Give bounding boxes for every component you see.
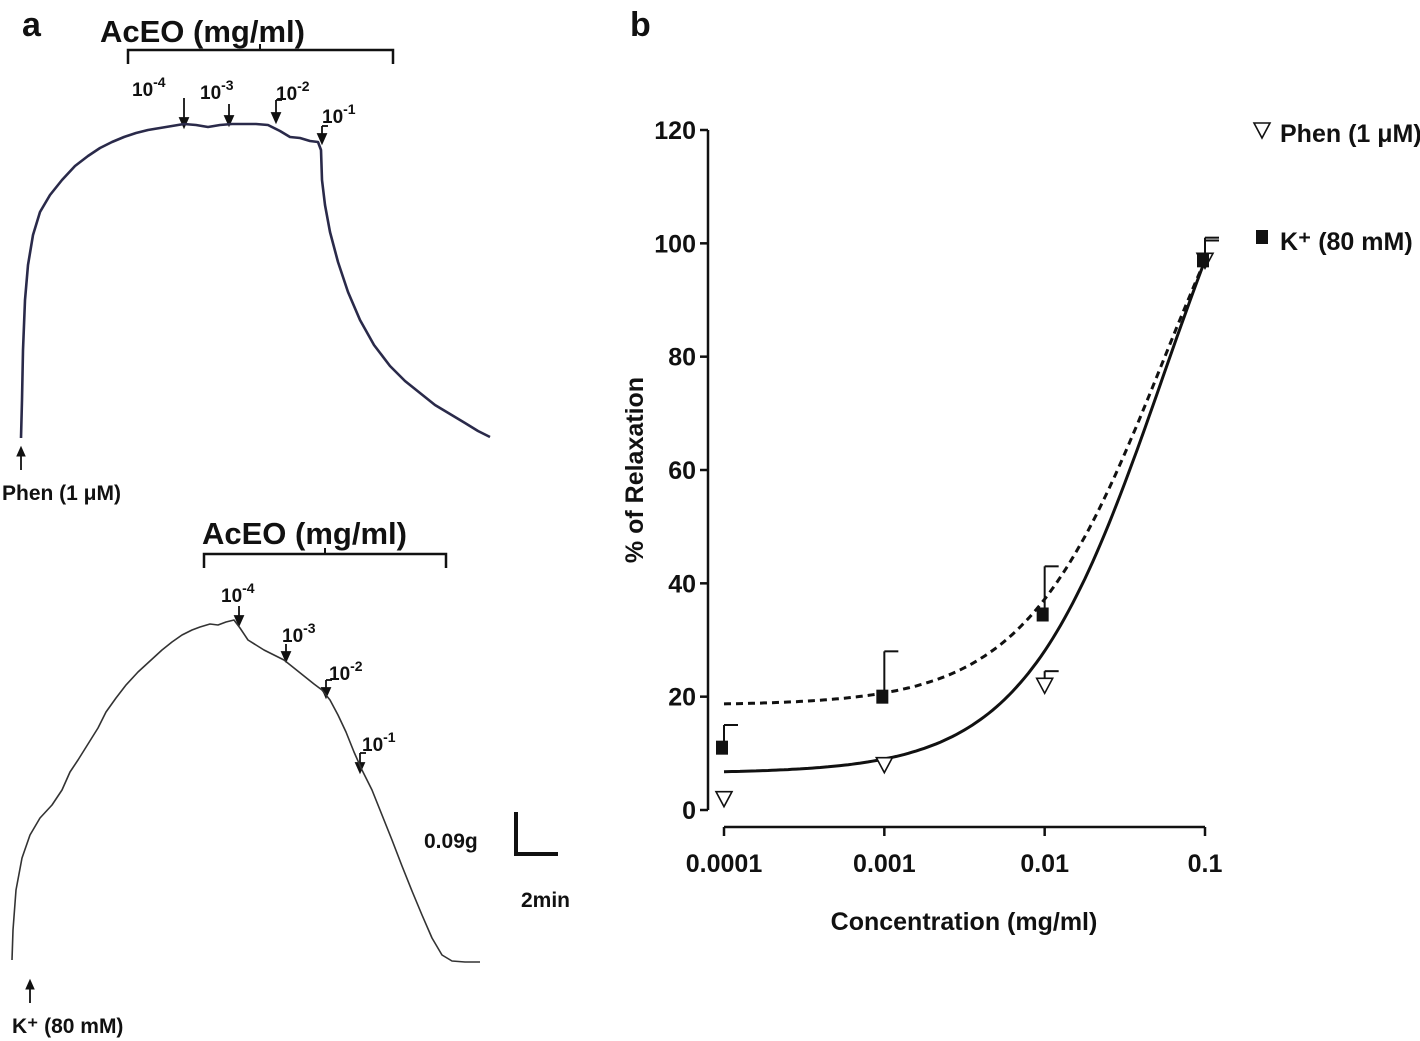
svg-text:10-4: 10-4 [221,580,255,607]
top-dose-markers: 10-4 10-3 10-2 10-1 [132,74,356,146]
scale-bar-force-label: 0.09g [424,830,478,853]
legend-marker-series-1 [1252,122,1272,140]
legend: Phen (1 μM) K⁺ (80 mM) [1252,120,1420,256]
top-dose-1-base: 10 [132,80,153,101]
legend-label-series-2: K⁺ (80 mM) [1280,228,1413,256]
x-axis: 0.0001 0.001 0.01 0.1 [686,825,1223,878]
bottom-dose-markers: 10-4 10-3 10-2 10-1 [221,580,396,775]
bottom-dose-3-base: 10 [329,664,350,685]
svg-text:10-2: 10-2 [329,658,363,685]
error-bars [723,236,1219,748]
data-point-series-2 [1036,607,1049,622]
svg-text:10-1: 10-1 [322,101,356,128]
data-point-series-2 [1197,253,1209,268]
top-dose-3-base: 10 [276,84,297,105]
y-tick-label: 120 [654,117,696,145]
x-tick-label: 0.01 [1020,850,1069,878]
y-axis-title: % of Relaxation [621,377,649,563]
fit-curve-series-1 [723,259,1207,774]
legend-label-series-1: Phen (1 μM) [1280,120,1420,148]
bottom-dose-4-base: 10 [362,735,383,756]
data-point-series-1 [1035,677,1055,696]
relaxation-chart: 0 20 40 60 80 100 120 0.0001 0.001 0.01 0.1 Phen … [621,117,1420,936]
bottom-trace-bracket [202,548,448,568]
k-contraction-trace [11,619,480,963]
k-stimulus-arrow [25,978,35,1003]
phen-stimulus-label: Phen (1 μM) [2,482,121,505]
top-dose-4-exp: -1 [343,101,356,117]
y-axis: 0 20 40 60 80 100 120 [654,117,710,825]
x-tick-label: 0.001 [853,850,916,878]
bottom-dose-3-exp: -2 [350,658,363,674]
scale-bar-time-label: 2min [521,889,570,912]
scale-bar [514,812,558,856]
bottom-dose-2-base: 10 [282,626,303,647]
top-trace-bracket [126,44,395,64]
panel-b-letter: b [630,6,651,44]
bottom-dose-2-exp: -3 [303,620,316,636]
svg-text:10-3: 10-3 [282,620,316,647]
x-tick-label: 0.0001 [686,850,763,878]
top-dose-1-exp: -4 [153,74,166,90]
data-points [714,252,1215,809]
top-bracket-label: AcEO (mg/ml) [100,14,305,49]
y-tick-label: 20 [668,684,696,712]
data-point-series-1 [874,756,894,775]
bottom-dose-4-exp: -1 [383,729,396,745]
phen-contraction-trace [19,122,491,439]
bottom-dose-1-base: 10 [221,586,242,607]
svg-text:10-1: 10-1 [362,729,396,756]
top-dose-2-exp: -3 [221,77,234,93]
bottom-dose-1-exp: -4 [242,580,255,596]
y-tick-label: 80 [668,344,696,372]
top-dose-2-base: 10 [200,83,221,104]
y-tick-label: 0 [682,797,696,825]
data-point-series-2 [716,740,728,755]
svg-text:10-4: 10-4 [132,74,166,101]
x-tick-label: 0.1 [1188,850,1223,878]
panel-a-letter: a [22,6,42,44]
y-tick-label: 100 [654,230,696,258]
svg-text:10-3: 10-3 [200,77,234,104]
fit-curves [723,259,1207,774]
data-point-series-2 [876,689,889,704]
legend-marker-series-2 [1256,230,1268,244]
top-dose-3-exp: -2 [297,78,310,94]
x-axis-title: Concentration (mg/ml) [831,908,1098,936]
phen-stimulus-arrow [16,445,26,470]
y-tick-label: 40 [668,570,696,598]
k-stimulus-label: K⁺ (80 mM) [12,1015,123,1038]
y-tick-label: 60 [668,457,696,485]
fit-curve-series-2 [723,259,1207,706]
bottom-bracket-label: AcEO (mg/ml) [202,516,407,551]
svg-text:10-2: 10-2 [276,78,310,105]
data-point-series-1 [714,790,734,809]
top-dose-4-base: 10 [322,107,343,128]
